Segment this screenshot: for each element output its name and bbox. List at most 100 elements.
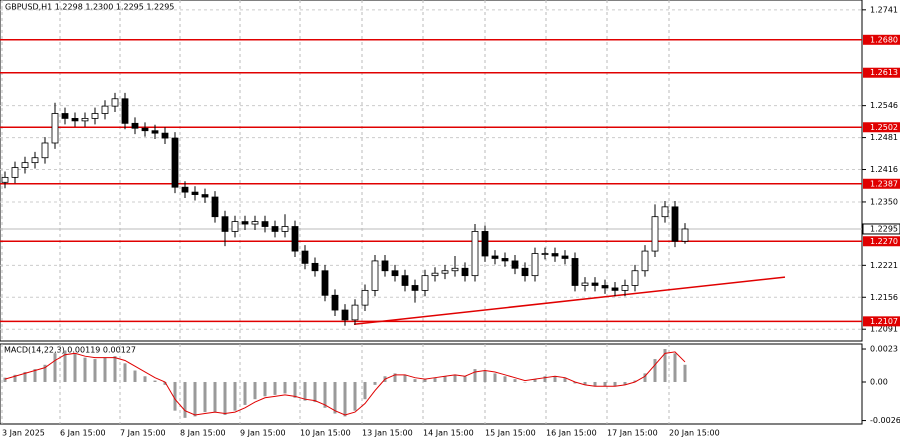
y-tick-label: 1.2416	[870, 165, 898, 174]
candle-body	[591, 282, 599, 286]
y-tick-label: 1.2350	[870, 197, 898, 206]
candle-body	[651, 216, 659, 252]
y-tick-label: 1.2221	[870, 261, 898, 270]
macd-bar	[423, 379, 427, 382]
level-tag	[863, 316, 900, 327]
candle-body	[281, 226, 289, 232]
macd-bar	[83, 357, 87, 382]
macd-bar	[193, 381, 197, 417]
level-label: 1.2387	[870, 179, 898, 188]
header: GBPUSD,H1 1.2298 1.2300 1.2295 1.2295	[5, 3, 174, 12]
level-tag	[863, 122, 900, 133]
candle-body	[431, 272, 439, 277]
level-tag	[863, 178, 900, 189]
candle-body	[341, 309, 349, 321]
macd-bar	[533, 379, 537, 382]
candle-body	[131, 122, 139, 129]
candle-body	[531, 253, 539, 277]
candle-body	[111, 98, 119, 107]
macd-bar	[273, 381, 277, 395]
level-tag	[863, 34, 900, 45]
candle-body	[471, 231, 479, 277]
macd-bar	[143, 376, 147, 382]
candle-body	[81, 118, 89, 122]
candle-body	[611, 287, 619, 291]
macd-bar	[503, 376, 507, 382]
candle-body	[561, 255, 569, 259]
candle-body	[91, 113, 99, 119]
candle-body	[521, 267, 529, 277]
candle-body	[661, 206, 669, 218]
candle-body	[621, 285, 629, 291]
macd-bar	[573, 381, 577, 384]
level-tag	[863, 236, 900, 247]
candle-body	[171, 137, 179, 188]
x-tick-label: 6 Jan 15:00	[60, 429, 106, 438]
candle-body	[571, 258, 579, 286]
level-label: 1.2107	[870, 317, 898, 326]
candle-body	[461, 267, 469, 277]
candle-body	[271, 226, 279, 232]
candle-body	[51, 113, 59, 144]
macd-bar	[373, 381, 377, 385]
macd-bar	[633, 380, 637, 382]
candle-body	[41, 142, 49, 159]
macd-tick-label: 0.0023	[870, 345, 898, 354]
candle-body	[1, 176, 9, 183]
macd-bar	[93, 359, 97, 382]
candle-body	[291, 226, 299, 252]
candle-body	[261, 221, 269, 227]
candle-body	[401, 275, 409, 286]
macd-bar	[463, 376, 467, 382]
candle-body	[71, 118, 79, 122]
macd-tick-label: 0.00	[870, 377, 888, 386]
macd-bar	[343, 381, 347, 417]
macd-bar	[683, 364, 687, 382]
candle-body	[331, 294, 339, 311]
macd-bar	[233, 381, 237, 411]
candle-body	[301, 250, 309, 264]
candle-body	[411, 285, 419, 291]
macd-bar	[583, 381, 587, 385]
macd-bar	[413, 379, 417, 382]
macd-bar	[523, 381, 527, 383]
candle-body	[191, 191, 199, 195]
x-tick-label: 7 Jan 15:00	[120, 429, 166, 438]
candle-body	[181, 186, 189, 193]
macd-bar	[3, 377, 7, 382]
y-tick-label: 1.2741	[870, 5, 898, 14]
macd-bar	[433, 377, 437, 382]
macd-bar	[213, 381, 217, 413]
candle-body	[161, 132, 169, 139]
macd-signal	[4, 351, 686, 416]
candle-body	[351, 304, 359, 321]
candle-body	[481, 231, 489, 257]
macd-bar	[53, 353, 57, 382]
macd-bar	[653, 359, 657, 382]
candle-body	[121, 98, 129, 124]
macd-bar	[253, 381, 257, 400]
candle-body	[421, 275, 429, 291]
macd-bar	[203, 381, 207, 413]
macd-bar	[513, 379, 517, 382]
macd-bar	[243, 381, 247, 405]
macd-bar	[603, 381, 607, 387]
candle-body	[391, 270, 399, 277]
macd-bar	[323, 381, 327, 408]
macd-bar	[223, 381, 227, 415]
last-price-label: 1.2295	[870, 224, 898, 233]
macd-bar	[643, 373, 647, 382]
macd-bar	[153, 380, 157, 382]
x-tick-label: 10 Jan 15:00	[300, 429, 351, 438]
y-tick-label: 1.2091	[870, 325, 898, 334]
x-tick-label: 16 Jan 15:00	[546, 429, 597, 438]
candle-body	[61, 113, 69, 119]
level-label: 1.2270	[870, 237, 898, 246]
x-tick-label: 17 Jan 15:00	[607, 429, 658, 438]
x-tick-label: 14 Jan 15:00	[423, 429, 474, 438]
candle-body	[211, 196, 219, 218]
macd-bar	[23, 371, 27, 382]
macd-bar	[623, 381, 627, 385]
macd-bar	[263, 381, 267, 397]
macd-bar	[563, 377, 567, 382]
